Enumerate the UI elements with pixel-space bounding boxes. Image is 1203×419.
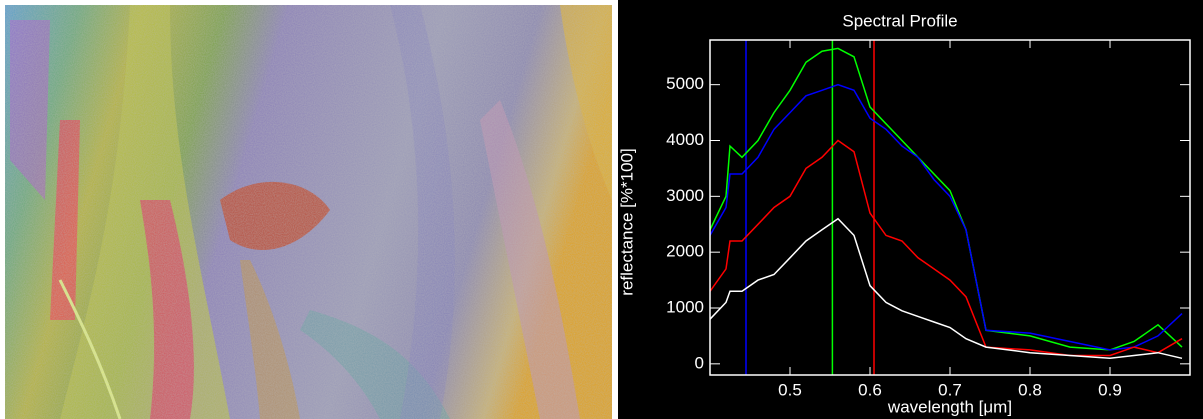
plot-frame (709, 39, 1191, 376)
spectrum-line (709, 47, 1183, 351)
plot: 0.5 0.6 0.7 0.8 0.9 0 1000 2000 3000 4000 5000 (666, 39, 1191, 399)
x-tick-label: 0.8 (1018, 380, 1042, 399)
spectrum-line (709, 83, 1183, 351)
y-tick-label: 2000 (666, 242, 704, 261)
x-axis-label: wavelength [μm] (887, 397, 1012, 416)
y-axis-label: reflectance [%*100] (617, 148, 636, 295)
spectrum-line (709, 217, 1183, 360)
y-tick-label: 0 (695, 353, 704, 372)
y-tick-label: 5000 (666, 74, 704, 93)
y-tick-label: 3000 (666, 186, 704, 205)
y-tick-label: 4000 (666, 130, 704, 149)
plot-panel (618, 0, 1203, 419)
chart-title: Spectral Profile (842, 11, 957, 30)
x-tick-label: 0.5 (778, 380, 802, 399)
x-tick-label: 0.9 (1098, 380, 1122, 399)
x-tick-label: 0.6 (858, 380, 882, 399)
x-tick-label: 0.7 (938, 380, 962, 399)
false-color-image (5, 5, 612, 419)
y-tick-label: 1000 (666, 297, 704, 316)
